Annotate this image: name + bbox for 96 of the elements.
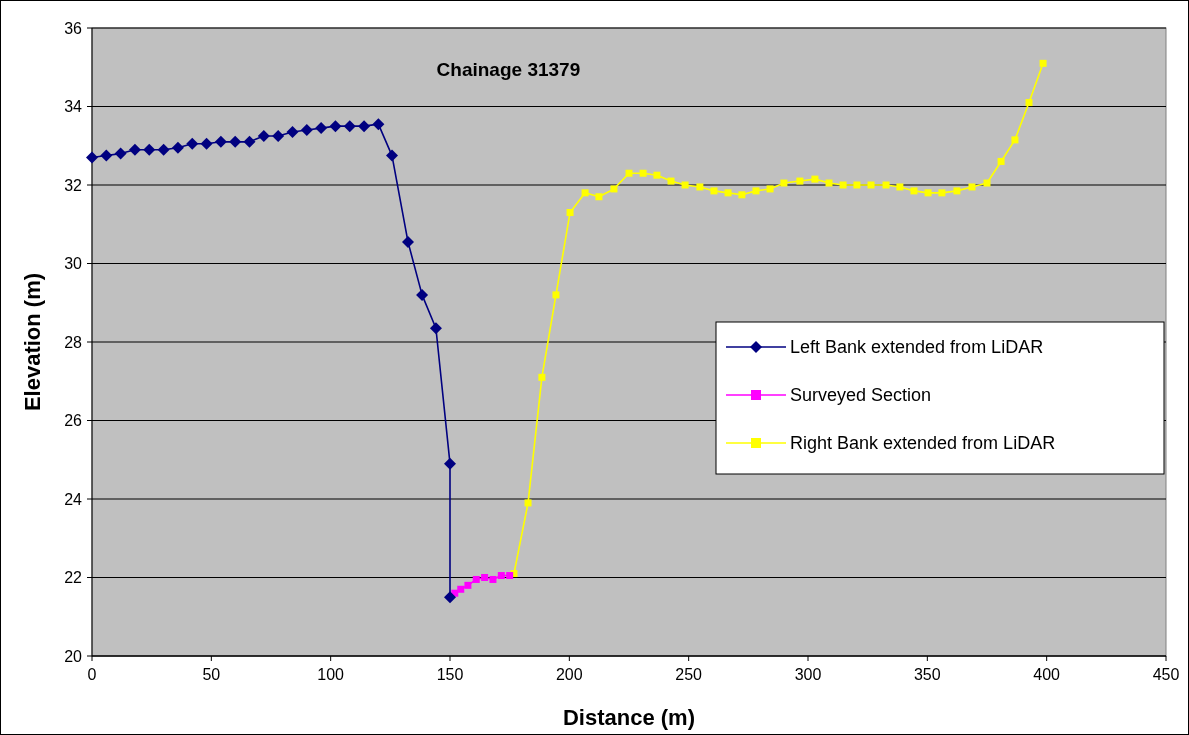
x-tick-label: 50	[202, 666, 221, 683]
point	[416, 288, 429, 301]
point	[681, 181, 689, 189]
point	[114, 147, 127, 160]
point	[200, 137, 213, 150]
y-tick-label: 36	[64, 19, 83, 37]
point	[497, 572, 505, 580]
point	[524, 499, 532, 507]
point	[143, 143, 156, 156]
point	[853, 181, 861, 189]
y-tick-label: 24	[64, 490, 83, 508]
x-tick-label: 250	[675, 666, 703, 683]
point	[372, 118, 385, 131]
point	[625, 169, 633, 177]
y-tick-label: 32	[64, 176, 83, 194]
point	[444, 591, 456, 604]
point	[329, 120, 342, 133]
y-tick-label: 28	[64, 333, 83, 351]
point	[867, 181, 875, 189]
point	[696, 183, 704, 191]
point	[286, 126, 299, 139]
point	[839, 181, 847, 189]
point	[186, 137, 199, 150]
x-axis-title: Distance (m)	[562, 705, 696, 730]
point	[938, 189, 946, 197]
point	[401, 235, 414, 248]
point	[1025, 99, 1033, 107]
point	[724, 189, 732, 197]
point	[272, 129, 285, 142]
point	[171, 141, 184, 154]
point	[595, 193, 603, 201]
x-tick-label: 400	[1033, 666, 1061, 683]
point	[667, 177, 675, 185]
point	[481, 574, 489, 581]
point	[243, 135, 256, 148]
text: Chainage 31379	[436, 59, 581, 80]
point	[796, 177, 804, 185]
point	[882, 181, 890, 189]
point	[811, 175, 819, 183]
point	[639, 169, 647, 177]
point	[1039, 59, 1047, 67]
point	[464, 581, 472, 589]
legend-label: Left Bank extended from LiDAR	[790, 337, 1044, 358]
point	[910, 187, 918, 195]
y-tick-label: 34	[64, 98, 83, 116]
x-tick-label: 100	[317, 666, 345, 683]
point	[472, 575, 480, 583]
point	[538, 373, 546, 381]
point	[214, 135, 227, 148]
point	[610, 185, 618, 193]
point	[343, 120, 356, 133]
point	[997, 157, 1005, 165]
point	[315, 122, 328, 135]
x-tick-label: 450	[1152, 666, 1180, 683]
point	[257, 129, 270, 142]
point	[738, 191, 746, 199]
point	[1011, 136, 1019, 144]
point	[429, 322, 442, 335]
point	[953, 187, 961, 195]
point	[100, 149, 113, 162]
point	[457, 585, 465, 593]
point	[229, 135, 242, 148]
point	[157, 143, 170, 156]
point	[752, 187, 760, 195]
legend-label: Surveyed Section	[790, 385, 932, 406]
point	[86, 151, 98, 164]
point	[780, 179, 788, 187]
y-tick-label: 20	[64, 647, 83, 665]
y-tick-label: 22	[64, 569, 83, 587]
point	[489, 575, 497, 583]
point	[552, 291, 560, 299]
x-tick-label: 150	[436, 666, 464, 683]
y-tick-label: 30	[64, 255, 83, 273]
point	[300, 124, 313, 137]
point	[653, 171, 661, 179]
legend-label: Right Bank extended from LiDAR	[790, 433, 1056, 454]
point	[566, 208, 574, 216]
point	[983, 179, 991, 187]
point	[128, 143, 141, 156]
y-tick-label: 26	[64, 412, 83, 430]
x-tick-label: 300	[794, 666, 822, 683]
point	[766, 185, 774, 193]
point	[386, 149, 398, 162]
point	[444, 457, 456, 470]
point	[968, 183, 976, 191]
point	[924, 189, 932, 197]
point	[896, 183, 904, 191]
x-tick-label: 0	[87, 666, 97, 683]
point	[710, 187, 718, 195]
x-tick-label: 350	[913, 666, 941, 683]
point	[581, 189, 589, 197]
point	[825, 179, 833, 187]
point	[506, 572, 514, 580]
point	[358, 120, 371, 133]
x-tick-label: 200	[555, 666, 583, 683]
y-axis-title: Elevation (m)	[20, 272, 45, 412]
